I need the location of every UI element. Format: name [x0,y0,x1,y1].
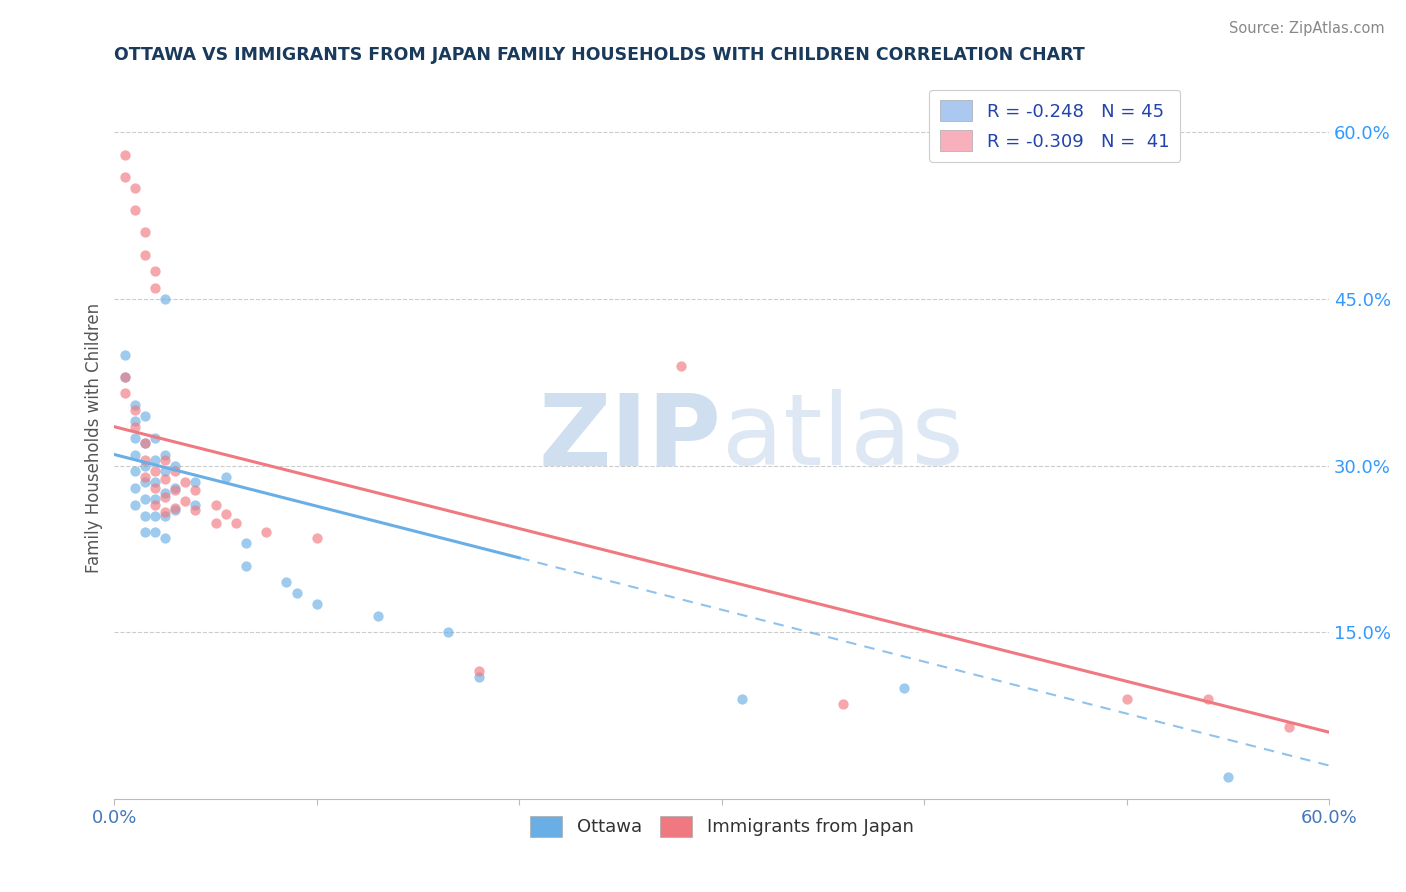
Point [134,436,156,450]
Point [134,458,156,473]
Point [305,531,328,545]
Point [165,483,187,497]
Point [254,525,277,540]
Point [165,503,187,517]
Point [165,500,187,515]
Point [114,386,136,401]
Text: atlas: atlas [721,390,963,486]
Point [215,508,238,522]
Point [165,481,187,495]
Point [153,490,176,504]
Point [134,453,156,467]
Point [124,448,146,462]
Point [174,494,197,508]
Point [114,369,136,384]
Y-axis label: Family Households with Children: Family Households with Children [86,302,103,573]
Point [153,448,176,462]
Point [184,503,207,517]
Point [134,491,156,506]
Point [134,469,156,483]
Point [124,481,146,495]
Point [153,486,176,500]
Text: ZIP: ZIP [538,390,721,486]
Point [143,264,166,278]
Point [143,464,166,478]
Point [124,181,146,195]
Point [134,525,156,540]
Point [1197,691,1219,706]
Point [225,516,247,531]
Point [235,536,257,550]
Text: OTTAWA VS IMMIGRANTS FROM JAPAN FAMILY HOUSEHOLDS WITH CHILDREN CORRELATION CHAR: OTTAWA VS IMMIGRANTS FROM JAPAN FAMILY H… [114,46,1085,64]
Point [134,508,156,523]
Point [153,505,176,519]
Point [1277,720,1299,734]
Point [153,472,176,486]
Point [165,458,187,473]
Point [1216,770,1239,784]
Point [204,516,226,531]
Point [204,498,226,512]
Point [184,475,207,490]
Point [143,508,166,523]
Point [468,664,491,678]
Point [153,464,176,478]
Point [731,691,754,706]
Point [124,498,146,512]
Point [174,475,197,490]
Point [285,586,308,600]
Point [124,403,146,417]
Point [153,508,176,523]
Point [124,414,146,428]
Point [153,453,176,467]
Point [143,281,166,295]
Point [437,625,460,640]
Legend: Ottawa, Immigrants from Japan: Ottawa, Immigrants from Japan [523,809,921,844]
Point [184,498,207,512]
Text: Source: ZipAtlas.com: Source: ZipAtlas.com [1229,21,1385,36]
Point [276,575,298,590]
Point [134,226,156,240]
Point [143,498,166,512]
Point [1115,691,1137,706]
Point [153,292,176,306]
Point [184,483,207,497]
Point [114,369,136,384]
Point [124,431,146,445]
Point [165,464,187,478]
Point [153,531,176,545]
Point [143,431,166,445]
Point [134,436,156,450]
Point [468,670,491,684]
Point [305,598,328,612]
Point [114,169,136,184]
Point [235,558,257,573]
Point [143,475,166,490]
Point [893,681,915,695]
Point [143,491,166,506]
Point [143,525,166,540]
Point [134,475,156,490]
Point [143,481,166,495]
Point [124,398,146,412]
Point [832,698,855,712]
Point [134,247,156,261]
Point [124,203,146,218]
Point [134,409,156,423]
Point [114,347,136,361]
Point [671,359,693,373]
Point [124,464,146,478]
Point [114,147,136,161]
Point [143,453,166,467]
Point [215,469,238,483]
Point [367,608,389,623]
Point [124,419,146,434]
